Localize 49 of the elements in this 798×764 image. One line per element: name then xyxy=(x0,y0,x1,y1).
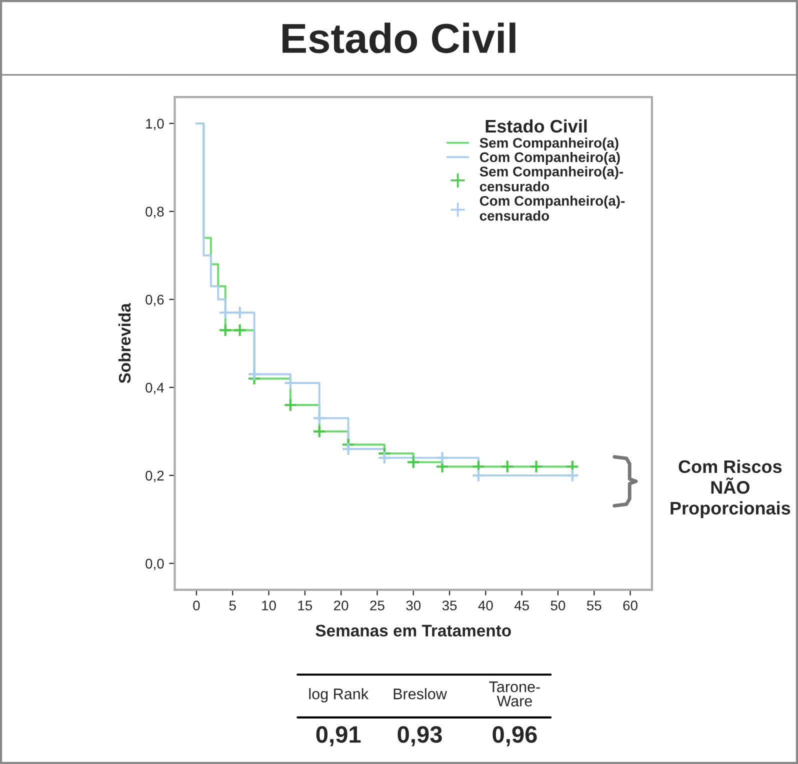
point xyxy=(284,398,298,412)
text: 0,96 xyxy=(492,726,537,746)
legend-label: Sem Companheiro(a) xyxy=(480,138,618,151)
y-tick-label: 0,6 xyxy=(146,294,164,306)
legend-label: Com Companheiro(a)- censurado xyxy=(480,196,625,221)
y-tick-label: 0,0 xyxy=(146,558,164,570)
x-tick-label: 40 xyxy=(478,600,493,610)
x-tick-label: 35 xyxy=(442,600,457,610)
point xyxy=(435,450,450,465)
y-tick-label: 0,2 xyxy=(146,470,164,482)
y-tick-label: 0,8 xyxy=(146,206,164,218)
point xyxy=(500,460,514,474)
point xyxy=(218,306,232,320)
y-tick-label: 0,4 xyxy=(146,382,164,394)
x-tick-label: 15 xyxy=(298,600,312,610)
text: log Rank xyxy=(309,688,369,702)
x-tick-label: 20 xyxy=(334,600,348,610)
text: 0,91 xyxy=(316,726,361,746)
point xyxy=(232,306,247,320)
point xyxy=(566,468,580,482)
point xyxy=(378,450,392,465)
chart-title: Estado Civil xyxy=(282,22,516,54)
y-tick-label: 1,0 xyxy=(146,118,164,130)
x-tick-label: 5 xyxy=(229,600,236,610)
x-tick-label: 45 xyxy=(514,600,529,610)
x-axis-title: Semanas em Tratamento xyxy=(316,624,511,637)
x-tick-label: 50 xyxy=(550,600,566,610)
point xyxy=(247,367,262,382)
x-tick-label: 10 xyxy=(262,600,276,610)
point xyxy=(218,323,232,338)
x-tick-label: 60 xyxy=(623,600,638,610)
text: Tarone- Ware xyxy=(489,682,540,706)
point xyxy=(406,455,420,470)
point xyxy=(529,460,544,474)
text: 0,93 xyxy=(398,726,442,746)
point xyxy=(232,323,247,338)
text: Com Riscos NÃO Proporcionais xyxy=(670,460,790,518)
legend-label: Com Companheiro(a) xyxy=(480,152,620,165)
point xyxy=(312,411,326,426)
text: Breslow xyxy=(394,688,447,700)
y-axis-title: Sobrevida xyxy=(118,303,131,384)
x-tick-label: 55 xyxy=(586,600,602,610)
legend-label: Sem Companheiro(a)- censurado xyxy=(480,166,624,192)
point xyxy=(312,424,326,438)
x-tick-label: 25 xyxy=(370,600,384,610)
legend-title: Estado Civil xyxy=(486,119,587,133)
x-tick-label: 30 xyxy=(406,600,421,610)
x-tick-label: 0 xyxy=(193,600,200,610)
point xyxy=(472,468,486,482)
